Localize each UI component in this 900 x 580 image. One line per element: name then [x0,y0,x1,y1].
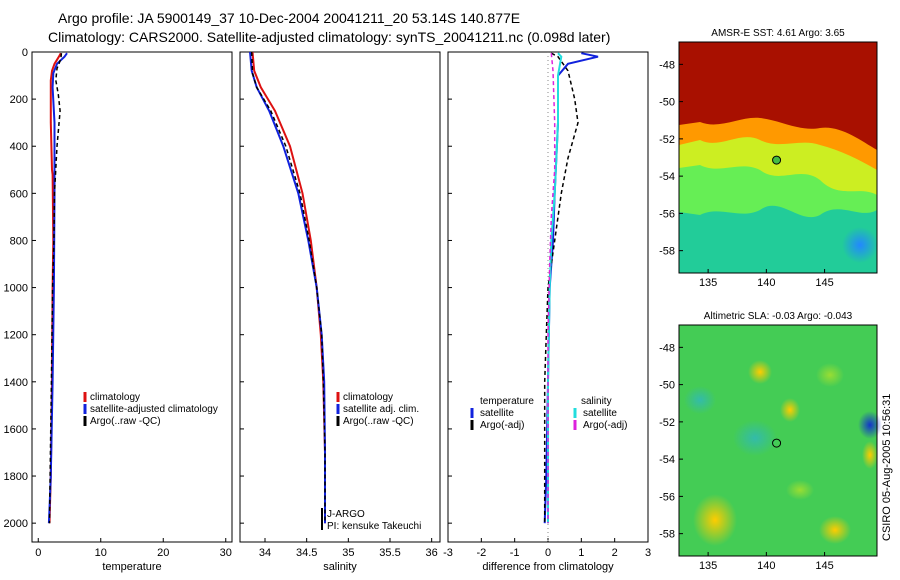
sla_map-xtick-label: 140 [757,560,775,572]
salinity-series-line [250,52,326,524]
difference-xlabel: difference from climatology [482,561,614,573]
timestamp-stamp: CSIRO 05-Aug-2005 10:56:31 [881,393,893,541]
sst_map-xtick-label: 135 [699,277,717,289]
salinity-legend-label: Argo(..raw -QC) [343,416,414,427]
difference-series-line [543,52,579,524]
sst-map [679,42,878,273]
salinity-frame [239,51,441,543]
salinity-xtick-label: 35.5 [379,547,400,559]
sla_map-ytick-label: -50 [659,380,675,392]
temperature-xtick-label: 30 [220,547,232,559]
sla_map-ytick-label: -58 [659,529,675,541]
temperature-ytick-label: 800 [10,235,28,247]
difference-legend-label: Argo(-adj) [480,420,524,431]
difference-legend-label: satellite [583,408,617,419]
temperature-ytick-label: 0 [22,47,28,59]
difference-xtick-label: 1 [578,547,584,559]
salinity-xtick-label: 34 [259,547,271,559]
temperature-series-line [48,53,63,524]
temperature-ytick-label: 1000 [4,283,28,295]
sst_map-ytick-label: -48 [659,59,675,71]
difference-xtick-label: 0 [545,547,551,559]
temperature-ytick-label: 1600 [4,424,28,436]
temperature-xtick-label: 20 [157,547,169,559]
sst_map-ytick-label: -56 [659,208,675,220]
temperature-ytick-label: 600 [10,188,28,200]
salinity-legend-label: satellite adj. clim. [343,404,419,415]
temperature-ytick-label: 200 [10,94,28,106]
salinity-xtick-label: 36 [426,547,438,559]
sla_map-xtick-label: 135 [699,560,717,572]
panels-layer [31,41,878,557]
sla_map-frame [678,324,878,557]
argo-location-marker [772,438,782,448]
chart-title-line2: Climatology: CARS2000. Satellite-adjuste… [48,29,611,45]
sst_map-ytick-label: -50 [659,97,675,109]
sla_map-ytick-label: -54 [659,454,675,466]
sst_map-title: AMSR-E SST: 4.61 Argo: 3.65 [711,28,845,39]
difference-xtick-label: 2 [612,547,618,559]
salinity-series-line [249,52,326,524]
argo-location-marker [772,155,782,165]
temperature-legend-label: climatology [90,392,140,403]
sst_map-ytick-label: -54 [659,171,675,183]
salinity-legend-label: climatology [343,392,393,403]
temperature-ytick-label: 1200 [4,330,28,342]
legend-group-heading: salinity [581,396,612,407]
sla_map-title: Altimetric SLA: -0.03 Argo: -0.043 [704,311,853,322]
temperature-ytick-label: 1400 [4,377,28,389]
sst_map-ytick-label: -58 [659,246,675,258]
difference-legend-label: Argo(-adj) [583,420,627,431]
salinity-xtick-label: 35 [342,547,354,559]
temperature-xlabel: temperature [102,561,161,573]
difference-xtick-label: 3 [645,547,651,559]
text-layer: 0 10 20 30020040060080010001200140016001800… [4,28,853,573]
difference-xtick-label: -1 [510,547,520,559]
sst_map-xtick-label: 145 [815,277,833,289]
legend-group-heading: temperature [480,396,534,407]
annotation-line: PI: kensuke Takeuchi [327,521,421,532]
annotation-line: J-ARGO [327,509,365,520]
temperature-ytick-label: 1800 [4,471,28,483]
temperature-legend-label: Argo(..raw -QC) [90,416,161,427]
salinity-xtick-label: 34.5 [296,547,317,559]
temperature-xtick-label: 10 [95,547,107,559]
sla_map-ytick-label: -56 [659,491,675,503]
sla_map-xtick-label: 145 [815,560,833,572]
temperature-legend-label: satellite-adjusted climatology [90,404,218,415]
sst_map-xtick-label: 140 [757,277,775,289]
sla_map-ytick-label: -48 [659,342,675,354]
difference-series-line [543,52,599,524]
difference-xtick-label: -2 [476,547,486,559]
sst_map-frame [678,41,878,274]
difference-series-line [547,53,556,524]
salinity-series-line [251,52,326,524]
difference-legend-label: satellite [480,408,514,419]
salinity-xlabel: salinity [323,561,357,573]
sla-map [679,325,882,556]
sst_map-ytick-label: -52 [659,134,675,146]
temperature-xtick-label: 0 [35,547,41,559]
sla_map-ytick-label: -52 [659,417,675,429]
temperature-ytick-label: 400 [10,141,28,153]
data-layer [47,52,782,530]
temperature-frame [31,51,233,543]
chart-title-line1: Argo profile: JA 5900149_37 10-Dec-2004 … [58,10,521,26]
temperature-ytick-label: 2000 [4,518,28,530]
difference-xtick-label: -3 [443,547,453,559]
